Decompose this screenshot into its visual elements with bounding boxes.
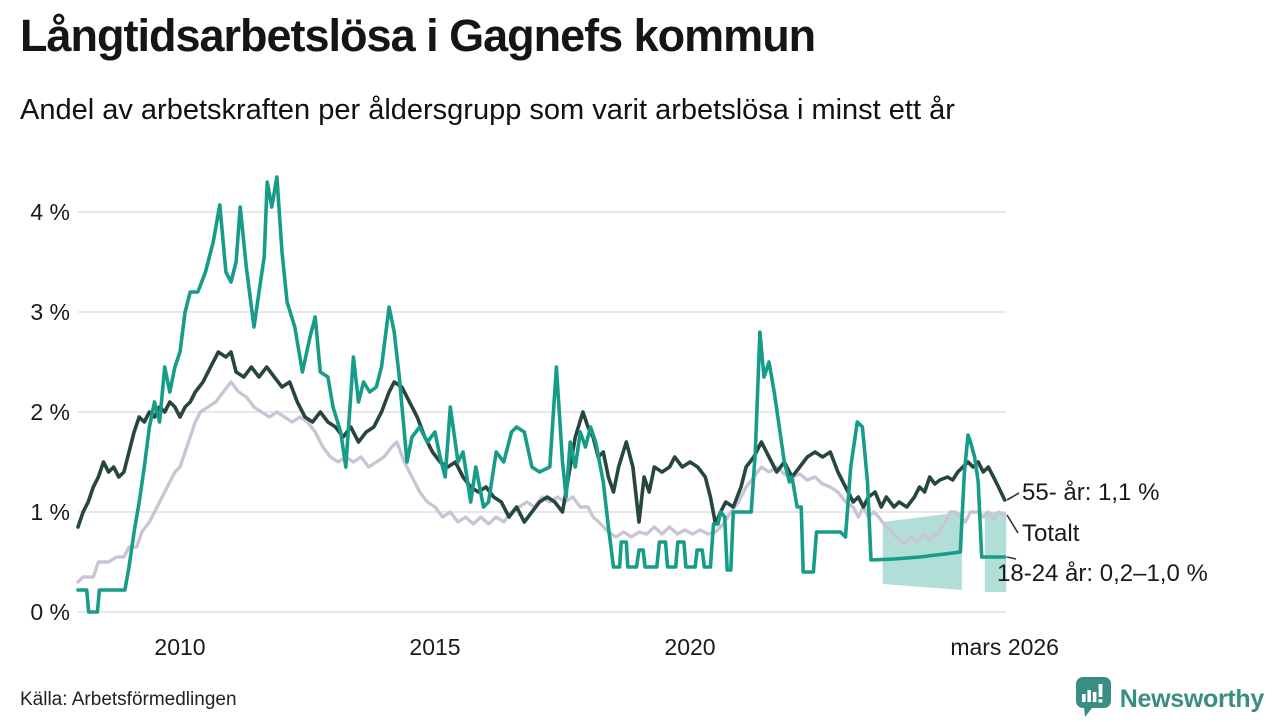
annotation-55-ar: 55- år: 1,1 %: [1022, 479, 1160, 506]
uncertainty-band: [882, 512, 962, 590]
y-tick-label: 1 %: [30, 499, 70, 525]
y-tick-label: 0 %: [30, 599, 70, 625]
page-title: Långtidsarbetslösa i Gagnefs kommun: [20, 10, 816, 61]
series-line-18-24-r: [76, 175, 1007, 614]
source-text: Källa: Arbetsförmedlingen: [20, 689, 237, 710]
annotation-leader-line: [1006, 556, 1017, 560]
x-tick-label: mars 2026: [950, 634, 1059, 660]
newsworthy-wordmark: Newsworthy: [1119, 684, 1265, 713]
page-subtitle: Andel av arbetskraften per åldersgrupp s…: [20, 94, 955, 126]
series-line-totalt: [76, 380, 1007, 584]
annotation-leader-line: [1006, 492, 1020, 501]
x-tick-label: 2020: [664, 634, 716, 660]
annotation-18-24-ar: 18-24 år: 0,2–1,0 %: [997, 560, 1208, 587]
series-line-55-r: [76, 350, 1007, 529]
newsworthy-logo[interactable]: Newsworthy: [1075, 676, 1265, 722]
x-tick-label: 2015: [409, 634, 461, 660]
x-tick-label: 2010: [154, 634, 206, 660]
uncertainty-band: [984, 512, 1007, 592]
y-tick-label: 3 %: [30, 299, 70, 325]
annotation-totalt: Totalt: [1022, 520, 1080, 547]
y-tick-label: 2 %: [30, 399, 70, 425]
annotation-leader-line: [1006, 514, 1019, 534]
y-tick-label: 4 %: [30, 199, 70, 225]
newsworthy-speech-bubble-bar-chart-icon: [1075, 676, 1112, 722]
